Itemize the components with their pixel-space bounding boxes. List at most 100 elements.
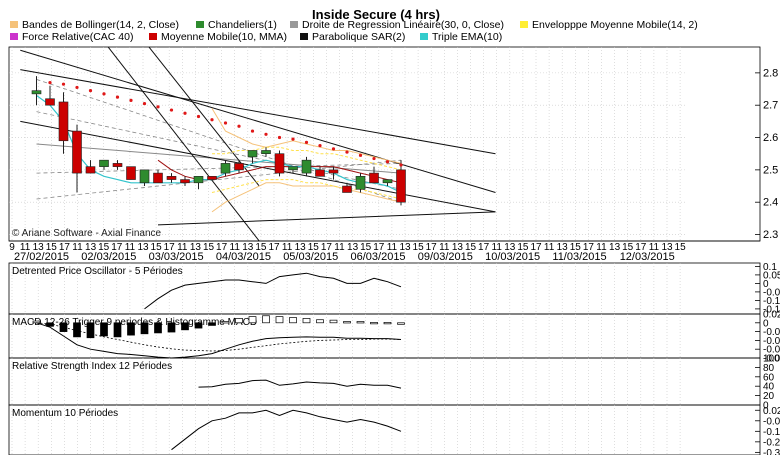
x-hour-label: 11	[282, 242, 293, 253]
y-tick-label: -0.05	[763, 287, 780, 298]
momentum-panel: 0.02-0.06-0.14-0.22-0.3 Momentum 10 Pério…	[8, 404, 780, 459]
envelope-upper	[212, 146, 402, 171]
sar-dot	[183, 111, 187, 115]
candle	[234, 163, 244, 171]
bollinger-upper	[211, 108, 402, 164]
candle	[301, 159, 312, 174]
x-hour-label: 11	[334, 242, 345, 253]
momentum-line	[171, 409, 402, 451]
legend-swatch	[196, 21, 204, 28]
x-hour-label: 15	[308, 242, 320, 253]
macd-histogram-bar	[329, 319, 338, 324]
x-hour-label: 17	[164, 242, 176, 253]
x-hour-label: 13	[242, 242, 254, 253]
macd-histogram-bar	[140, 322, 149, 335]
y-tick-label: 2.8	[763, 67, 778, 79]
candle	[112, 163, 123, 167]
price-panel: 2.8 2.7 2.6 2.5 2.4 2.3	[8, 46, 778, 242]
legend-swatch	[420, 33, 428, 40]
y-tick-label: 2.3	[763, 229, 778, 241]
x-hour-label: 11	[177, 242, 188, 253]
macd-histogram-bar	[113, 322, 122, 338]
y-tick-label: 100	[763, 354, 780, 365]
candle	[396, 169, 406, 203]
x-hour-label: 13	[33, 242, 45, 253]
x-date-label: 03/03/2015	[149, 251, 204, 263]
trend-line	[107, 47, 260, 241]
trend-line	[20, 120, 496, 213]
y-tick-label: -0.14	[763, 427, 780, 438]
trend-line	[148, 47, 260, 187]
chart-title: Inside Secure (4 hrs)	[312, 7, 440, 22]
y-tick-label: 2.4	[763, 197, 778, 209]
y-tick-label: 2.7	[763, 100, 778, 112]
x-date-label: 27/02/2015	[14, 251, 69, 263]
macd-histogram-bar	[316, 319, 324, 324]
candle	[328, 169, 339, 174]
macd-histogram-bar	[100, 322, 108, 337]
trend-line	[20, 49, 496, 193]
y-tick-label: 60	[763, 372, 775, 383]
x-hour-label: 17	[216, 242, 228, 253]
candle	[274, 153, 285, 174]
candle	[72, 130, 82, 174]
sar-dot	[304, 140, 309, 144]
x-hour-label: 15	[465, 242, 477, 253]
x-hour-label: 17	[59, 242, 71, 253]
x-hour-label: 13	[504, 242, 516, 253]
sar-dot	[237, 124, 241, 128]
candle	[369, 172, 379, 184]
candle	[261, 150, 271, 154]
x-hour-label: 17	[478, 242, 490, 253]
x-hour-label: 9	[9, 242, 15, 253]
sar-dot	[129, 98, 133, 102]
y-tick-label: 0	[763, 279, 769, 290]
x-hour-label: 13	[399, 242, 411, 253]
legend-item: Triple EMA(10)	[432, 31, 502, 43]
candle	[207, 176, 217, 180]
x-hour-label: 15	[46, 242, 58, 253]
x-date-label: 05/03/2015	[283, 251, 338, 263]
x-hour-label: 11	[20, 242, 31, 253]
legend-swatch	[10, 33, 18, 40]
price-frame	[8, 46, 761, 242]
candle	[220, 163, 231, 174]
legend-swatch	[290, 21, 298, 28]
x-hour-label: 11	[649, 242, 660, 253]
x-hour-label: 15	[203, 242, 215, 253]
candle	[139, 169, 150, 184]
macd-histogram-bar	[59, 322, 68, 332]
rsi-line	[198, 379, 402, 389]
candle	[45, 98, 55, 106]
sar-dot	[372, 156, 376, 161]
macd-histogram-bar	[181, 322, 189, 331]
envelope-lower	[211, 179, 402, 200]
sar-dot	[102, 92, 106, 96]
sar-dot	[250, 129, 255, 133]
y-tick-label: 40	[763, 382, 775, 393]
macd-histogram-bar	[127, 322, 135, 336]
x-hour-label: 15	[622, 242, 634, 253]
candle	[247, 150, 258, 158]
candle	[193, 176, 204, 184]
x-hour-label: 15	[98, 242, 110, 253]
candle	[31, 90, 42, 95]
x-hour-label: 11	[596, 242, 607, 253]
legend-swatch	[300, 33, 308, 40]
macd-histogram-bar	[343, 321, 351, 324]
y-tick-label: 20	[763, 391, 775, 402]
candle	[355, 176, 366, 190]
x-hour-label: 13	[347, 242, 359, 253]
x-hour-label: 17	[583, 242, 595, 253]
candle	[58, 101, 69, 142]
macd-histogram-bar	[194, 322, 203, 329]
macd-panel: 0.020-0.02-0.04-0.06-0.08MACD 12-26 Trig…	[8, 310, 780, 365]
sar-dot	[223, 121, 228, 125]
macd-histogram-bar	[289, 317, 297, 324]
x-hour-label: 15	[413, 242, 425, 253]
x-hour-label: 11	[230, 242, 241, 253]
x-hour-label: 15	[151, 242, 163, 253]
macd-histogram-bar	[221, 321, 230, 324]
sar-dot	[331, 147, 336, 151]
